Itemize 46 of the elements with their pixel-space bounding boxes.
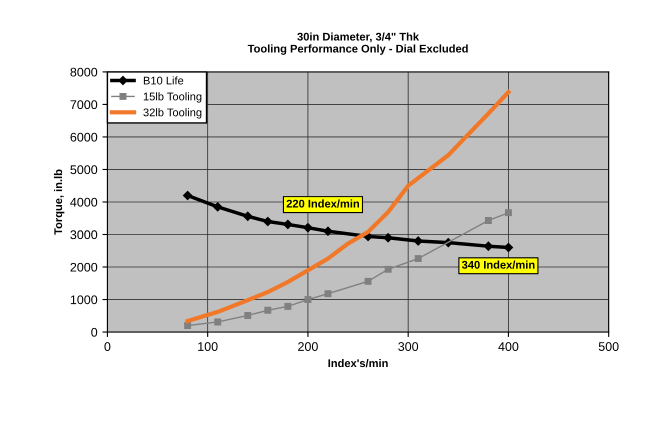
- y-tick-label: 8000: [70, 68, 98, 77]
- legend-label: B10 Life: [144, 76, 184, 85]
- y-tick-label: 7000: [70, 100, 98, 110]
- point: [304, 296, 312, 304]
- x-axis-title: Index's/min: [328, 358, 388, 368]
- annotation: 220 Index/min: [286, 199, 360, 208]
- legend-label: 15lb Tooling: [144, 92, 202, 103]
- y-tick-label: 3000: [70, 230, 98, 240]
- point: [364, 278, 372, 285]
- x-tick-label: 400: [498, 342, 518, 351]
- point: [244, 312, 252, 319]
- chart-title: 30in Diameter, 3/4" Thk Tooling Performance Only - Dial Excluded: [248, 32, 468, 55]
- point: [303, 223, 313, 232]
- point: [324, 290, 332, 298]
- x-tick-label: 0: [104, 342, 110, 351]
- point: [284, 302, 292, 310]
- x-tick-label: 100: [198, 342, 218, 351]
- point: [414, 255, 422, 262]
- x-tick-label: 500: [598, 342, 619, 351]
- point: [182, 190, 192, 200]
- y-tick-label: 6000: [70, 132, 98, 142]
- x-tick-label: 300: [398, 342, 418, 351]
- point: [414, 236, 423, 246]
- point: [214, 318, 222, 326]
- y-tick-label: 4000: [70, 198, 98, 207]
- point: [484, 242, 494, 251]
- y-tick-label: 2000: [70, 262, 98, 272]
- point: [263, 216, 272, 226]
- point: [283, 220, 292, 230]
- y-axis-title: Torque, in.lb: [54, 170, 64, 235]
- point: [323, 226, 333, 236]
- point: [484, 217, 492, 224]
- point: [243, 212, 252, 221]
- legend-label: 32lb Tooling: [143, 108, 202, 119]
- x-tick-label: 200: [298, 342, 318, 351]
- point: [504, 242, 514, 252]
- point: [384, 233, 393, 242]
- point: [504, 209, 512, 216]
- y-tick-label: 5000: [70, 165, 98, 174]
- y-tick-label: 0: [91, 328, 98, 337]
- point: [384, 266, 392, 273]
- point: [264, 306, 272, 314]
- point: [213, 202, 222, 212]
- y-tick-label: 1000: [70, 295, 98, 304]
- point: [184, 322, 192, 330]
- annotation: 340 Index/min: [462, 260, 534, 269]
